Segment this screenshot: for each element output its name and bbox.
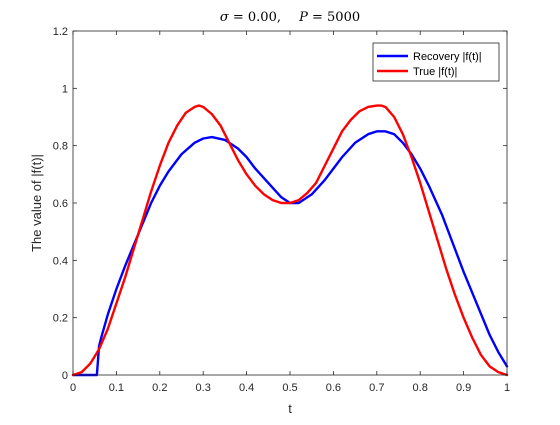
chart-title: σ = 0.00, P = 5000 (220, 10, 360, 25)
y-tick-label: 0.2 (53, 313, 68, 325)
x-tick-label: 1 (504, 382, 510, 394)
title-sigma-value: = 0.00, (233, 10, 281, 25)
x-tick-label: 0.8 (413, 382, 428, 394)
y-tick-label: 0.8 (53, 141, 68, 153)
x-tick-label: 0.2 (152, 382, 167, 394)
x-tick-label: 0.5 (282, 382, 297, 394)
legend-box (372, 42, 500, 82)
x-tick-label: 0.7 (369, 382, 384, 394)
y-axis-ticks: 0 0.2 0.4 0.6 0.8 1 1.2 (53, 26, 507, 382)
title-p-symbol: P (298, 10, 308, 25)
y-tick-label: 0 (62, 370, 68, 382)
y-tick-label: 0.4 (53, 255, 68, 267)
x-tick-label: 0.3 (196, 382, 211, 394)
y-axis-label: The value of |f(t)| (29, 154, 44, 252)
y-tick-label: 0.6 (53, 198, 68, 210)
x-tick-label: 0 (70, 382, 76, 394)
y-tick-label: 1.2 (53, 26, 68, 38)
title-p-value: = 5000 (312, 10, 360, 25)
series-layer (71, 104, 509, 377)
title-sigma-symbol: σ (220, 10, 230, 25)
legend: Recovery |f(t)| True |f(t)| (372, 42, 500, 82)
x-axis-label: t (288, 401, 292, 416)
x-tick-label: 0.1 (109, 382, 124, 394)
x-tick-label: 0.6 (326, 382, 341, 394)
x-axis-ticks: 0 0.1 0.2 0.3 0.4 0.5 0.6 0.7 0.8 0.9 1 (70, 31, 510, 394)
legend-label-true: True |f(t)| (413, 66, 457, 78)
x-tick-label: 0.4 (239, 382, 254, 394)
series-line-true (71, 104, 509, 377)
y-tick-label: 1 (62, 83, 68, 95)
x-tick-label: 0.9 (456, 382, 471, 394)
legend-label-recovery: Recovery |f(t)| (413, 51, 482, 63)
